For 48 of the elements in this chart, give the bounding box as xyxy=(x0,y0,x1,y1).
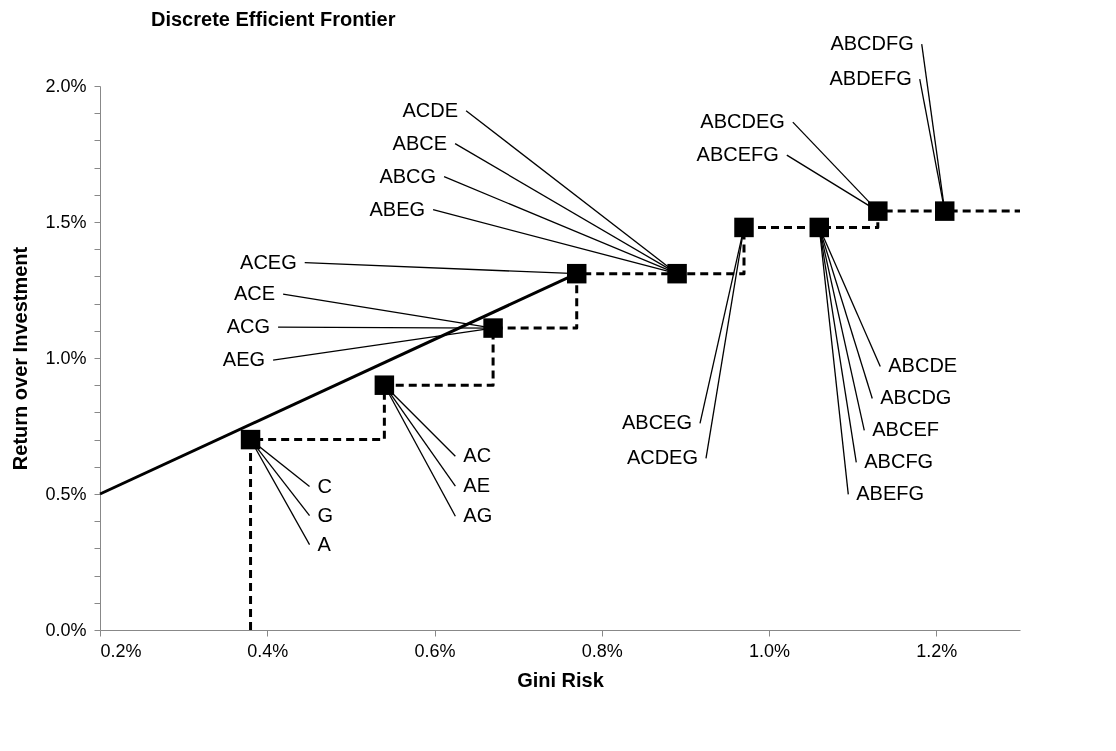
y-tick-label: 1.0% xyxy=(45,347,87,368)
annotation: G xyxy=(317,503,334,526)
annotation: ACG xyxy=(226,315,271,338)
annotation: ABCEF xyxy=(872,418,939,441)
annotation: AG xyxy=(463,504,493,527)
x-tick-label: 0.8% xyxy=(581,640,623,661)
point xyxy=(483,318,503,338)
annotation: ACDEG xyxy=(626,446,698,469)
y-tick-label: 0.5% xyxy=(45,483,87,504)
y-axis-title: Return over Investment xyxy=(9,246,32,471)
x-tick-label: 0.4% xyxy=(247,640,289,661)
annotation: C xyxy=(317,474,332,497)
annotation: ABCFG xyxy=(864,450,934,473)
annotation: A xyxy=(317,532,332,555)
annotation: ACEG xyxy=(240,250,297,273)
chart-title: Discrete Efficient Frontier xyxy=(150,8,396,31)
annotation: ABDEFG xyxy=(829,67,912,90)
annotation: ACDE xyxy=(402,98,459,121)
point xyxy=(868,201,888,221)
annotation: ABCG xyxy=(379,164,437,187)
annotation: AE xyxy=(463,474,491,497)
point xyxy=(566,263,587,284)
point xyxy=(667,263,687,284)
point xyxy=(734,217,754,238)
x-tick-label: 0.6% xyxy=(414,640,456,661)
annotation: ABCDFG xyxy=(830,32,914,55)
y-tick-label: 2.0% xyxy=(45,75,87,96)
point xyxy=(809,217,830,238)
annotation: ABCEG xyxy=(621,411,692,434)
x-tick-label: 1.0% xyxy=(749,640,791,661)
point xyxy=(934,201,955,221)
y-tick-label: 0.0% xyxy=(45,619,87,640)
point xyxy=(240,429,261,450)
x-tick-label: 0.2% xyxy=(100,640,142,661)
point xyxy=(374,375,395,395)
annotation: ABCEFG xyxy=(696,143,779,166)
y-tick-label: 1.5% xyxy=(45,211,87,232)
annotation: ABCDE xyxy=(888,354,958,377)
annotation: ABCDEG xyxy=(700,110,785,133)
annotation: ABEG xyxy=(369,197,426,220)
x-axis-title: Gini Risk xyxy=(517,668,605,691)
x-tick-label: 1.2% xyxy=(916,640,958,661)
annotation: ABCDG xyxy=(880,386,952,409)
annotation: AEG xyxy=(222,348,266,371)
annotation: ACE xyxy=(233,282,276,305)
annotation: AC xyxy=(463,444,492,467)
annotation: ABEFG xyxy=(856,482,925,505)
annotation: ABCE xyxy=(392,131,448,154)
